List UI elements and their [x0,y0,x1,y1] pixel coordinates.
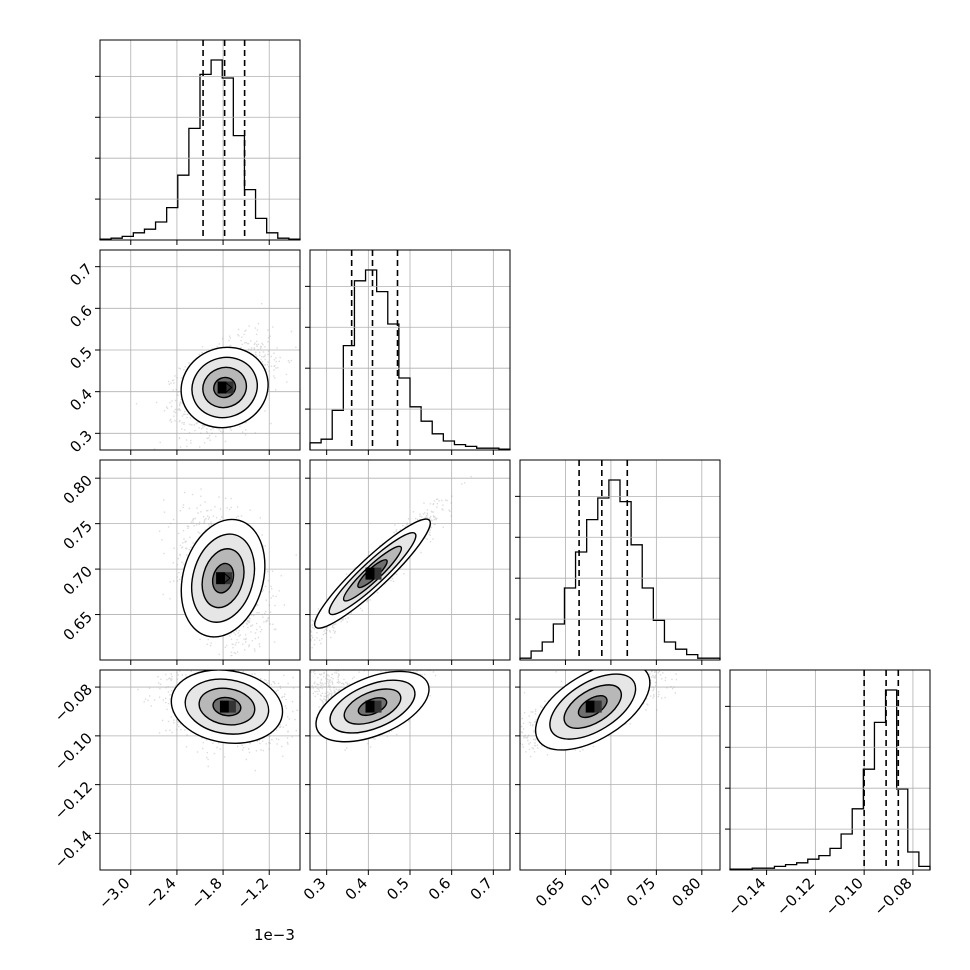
panel-frame [99,39,301,241]
density-peak-block [228,700,236,713]
x-tick-label: 0.5 [383,874,413,904]
density-peak-block [374,567,382,580]
y-tick-label: 0.7 [66,260,96,290]
y-tick-label: 0.75 [60,517,96,553]
density-peak-block [225,572,233,585]
histogram-panel: −0.14 −0.12 −0.10 −0.08 [724,669,931,919]
y-tick-label: 0.5 [66,343,96,373]
y-tick-label: 0.3 [66,427,96,457]
peak-marker [225,381,233,394]
panel-frame [519,459,721,661]
y-tick-label: −0.12 [51,778,96,823]
panel-frame [729,669,931,871]
panel-content [310,670,437,751]
density-panel [305,459,511,665]
x-tick-label: 0.80 [668,874,704,910]
density-panel: 0.3 0.4 0.5 0.6 0.7 [300,669,511,904]
x-tick-label: −1.8 [187,874,225,912]
panel-frame [519,669,721,871]
density-panel: 0.65 0.70 0.75 0.80 [60,459,301,665]
x-tick-label: −1.2 [234,874,272,912]
y-tick-label: −0.10 [51,729,96,774]
x-tick-label: −0.12 [773,874,818,919]
histogram-panel [95,39,301,245]
x-tick-label: −3.0 [95,874,133,912]
density-peak-block [219,700,229,713]
x-tick-label: −0.14 [724,874,769,919]
panel-content [135,303,297,450]
histogram-panel [305,249,511,455]
density-peak-block [365,700,375,713]
histogram-steps [519,479,721,660]
x-tick-label: 0.7 [467,874,497,904]
histogram-steps [309,269,511,450]
density-peak-block [374,700,382,713]
panel-frame [99,669,301,871]
panel-frame [99,459,301,661]
x-tick-label: 0.6 [425,874,455,904]
y-tick-label: −0.14 [51,827,96,872]
x-tick-label: 0.3 [300,874,330,904]
density-panel: −3.0 −2.4 −1.8 −1.2 −0.14−0.12−0.10−0.08 [51,669,301,913]
y-tick-label: 0.4 [66,385,96,415]
x-tick-label: −2.4 [141,874,179,912]
density-peak-block [365,567,375,580]
y-tick-label: 0.65 [60,608,96,644]
y-tick-label: 0.80 [60,471,96,507]
x-tick-label: 0.70 [577,874,613,910]
density-peak-block [594,700,602,713]
panel-content [520,670,678,758]
histogram-panel [515,459,721,665]
density-panel: 0.3 0.4 0.5 0.6 0.7 [66,249,301,457]
peak-marker [223,572,231,585]
y-tick-label: 0.6 [66,302,96,332]
panel-content [158,488,297,660]
y-tick-label: −0.08 [51,680,96,725]
panel-content [137,670,300,772]
density-peak-block [585,700,595,713]
density-peak-block [226,381,234,394]
x-tick-label: 0.4 [342,874,372,904]
panel-content [310,475,472,649]
x-tick-label: 0.65 [532,874,568,910]
density-peak-block [216,572,226,585]
x-tick-label: −0.08 [871,874,916,919]
x-axis-scale-label: 1e−3 [254,926,295,944]
histogram-steps [729,689,931,870]
x-tick-label: 0.75 [623,874,659,910]
x-tick-label: −0.10 [822,874,867,919]
histogram-steps [99,59,301,240]
density-peak-block [217,381,227,394]
y-tick-label: 0.70 [60,562,96,598]
